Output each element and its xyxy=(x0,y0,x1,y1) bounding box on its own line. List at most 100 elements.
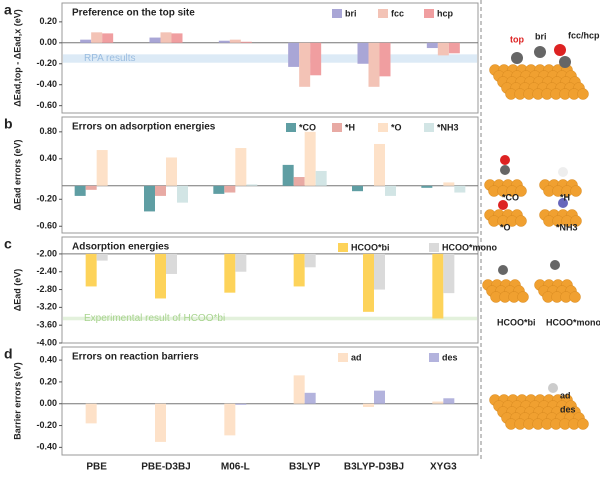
bar xyxy=(283,165,294,186)
atom xyxy=(516,216,527,227)
bar xyxy=(97,150,108,186)
atom xyxy=(571,186,582,197)
bar xyxy=(155,186,166,196)
illustration-label: *CO xyxy=(502,192,519,202)
legend-label: *CO xyxy=(299,122,316,132)
illustration-label: HCOO*mono xyxy=(546,317,600,327)
legend-swatch xyxy=(429,243,439,252)
adsorbate xyxy=(500,155,510,165)
adsorbate xyxy=(548,383,558,393)
band-label: RPA results xyxy=(84,53,136,64)
bar xyxy=(86,186,97,190)
y-tick-label: 0.20 xyxy=(39,16,57,26)
adsorbate xyxy=(534,46,546,58)
illustration-label: bri xyxy=(535,31,547,41)
legend-label: HCOO*mono xyxy=(442,242,498,252)
bar xyxy=(305,393,316,404)
y-axis-label: ΔEad errors (eV) xyxy=(12,140,22,211)
bar xyxy=(316,171,327,186)
atom xyxy=(578,419,589,430)
bar xyxy=(454,186,465,193)
adsorbate xyxy=(554,44,566,56)
bar xyxy=(235,254,246,272)
panel-letter: b xyxy=(4,116,13,132)
bar xyxy=(166,157,177,185)
y-tick-label: -2.80 xyxy=(36,284,57,294)
legend-label: *O xyxy=(391,122,402,132)
y-axis-label: Barrier errors (eV) xyxy=(12,362,22,440)
y-tick-label: -0.40 xyxy=(36,442,57,452)
adsorbate xyxy=(500,165,510,175)
panel-title: Adsorption energies xyxy=(72,242,170,253)
bar xyxy=(144,186,155,212)
x-tick-label: PBE xyxy=(86,462,107,473)
panel-title: Errors on reaction barriers xyxy=(72,352,199,363)
y-tick-label: -2.40 xyxy=(36,266,57,276)
bar xyxy=(374,254,385,290)
illustration-label: *NH3 xyxy=(556,222,578,232)
panel-frame xyxy=(62,347,478,455)
y-tick-label: -0.60 xyxy=(36,221,57,231)
y-tick-label: 0.40 xyxy=(39,153,57,163)
illustration-label: *O xyxy=(500,222,511,232)
x-tick-label: B3LYP-D3BJ xyxy=(344,462,404,473)
y-tick-label: -2.00 xyxy=(36,248,57,258)
atom xyxy=(518,292,529,303)
y-tick-label: -4.00 xyxy=(36,337,57,347)
x-tick-label: B3LYP xyxy=(289,462,321,473)
bar xyxy=(241,42,252,43)
illustration-label: HCOO*bi xyxy=(497,317,536,327)
y-tick-label: -0.60 xyxy=(36,100,57,110)
legend-swatch xyxy=(424,123,434,132)
panel-frame xyxy=(62,117,478,233)
bar xyxy=(294,375,305,403)
illustration-label: des xyxy=(560,404,576,414)
illustration-label: *H xyxy=(560,192,570,202)
x-tick-label: M06-L xyxy=(221,462,250,473)
bar xyxy=(449,43,460,53)
bar xyxy=(374,391,385,404)
y-tick-label: 0.20 xyxy=(39,376,57,386)
y-axis-label: ΔEad (eV) xyxy=(12,269,22,311)
illustration-label: fcc/hcp xyxy=(568,30,600,40)
legend-swatch xyxy=(332,9,342,18)
bar xyxy=(219,41,230,43)
bar xyxy=(235,404,246,405)
legend-label: des xyxy=(442,352,458,362)
panel-title: Preference on the top site xyxy=(72,8,195,19)
y-tick-label: 0.80 xyxy=(39,126,57,136)
legend-swatch xyxy=(338,353,348,362)
adsorbate xyxy=(511,52,523,64)
legend-label: bri xyxy=(345,8,357,18)
illustrations: top bri fcc/hcp *CO *H *O *NH3 HCOO*bi HCOO*mono… xyxy=(483,30,600,429)
y-tick-label: -3.20 xyxy=(36,302,57,312)
x-tick-label: PBE-D3BJ xyxy=(141,462,190,473)
y-tick-label: -3.60 xyxy=(36,320,57,330)
bar xyxy=(310,43,321,75)
adsorbate xyxy=(558,167,568,177)
panel-title: Errors on adsorption energies xyxy=(72,122,216,133)
y-tick-label: -0.20 xyxy=(36,194,57,204)
atom xyxy=(578,89,589,100)
panel-letter: d xyxy=(4,346,13,362)
bar xyxy=(213,186,224,194)
bar xyxy=(369,43,380,87)
y-tick-label: 0.00 xyxy=(39,398,57,408)
adsorbate xyxy=(550,260,560,270)
bar xyxy=(427,43,438,48)
legend-label: HCOO*bi xyxy=(351,242,390,252)
legend-swatch xyxy=(332,123,342,132)
bar xyxy=(432,254,443,319)
bar xyxy=(294,254,305,287)
adsorbate xyxy=(498,265,508,275)
y-tick-label: 0.40 xyxy=(39,354,57,364)
legend-swatch xyxy=(378,123,388,132)
bar xyxy=(97,254,108,261)
y-tick-label: 0.00 xyxy=(39,37,57,47)
bar xyxy=(305,132,316,186)
illustration-label: top xyxy=(510,34,524,44)
legend-label: fcc xyxy=(391,8,404,18)
bar xyxy=(102,33,113,42)
adsorbate xyxy=(559,56,571,68)
